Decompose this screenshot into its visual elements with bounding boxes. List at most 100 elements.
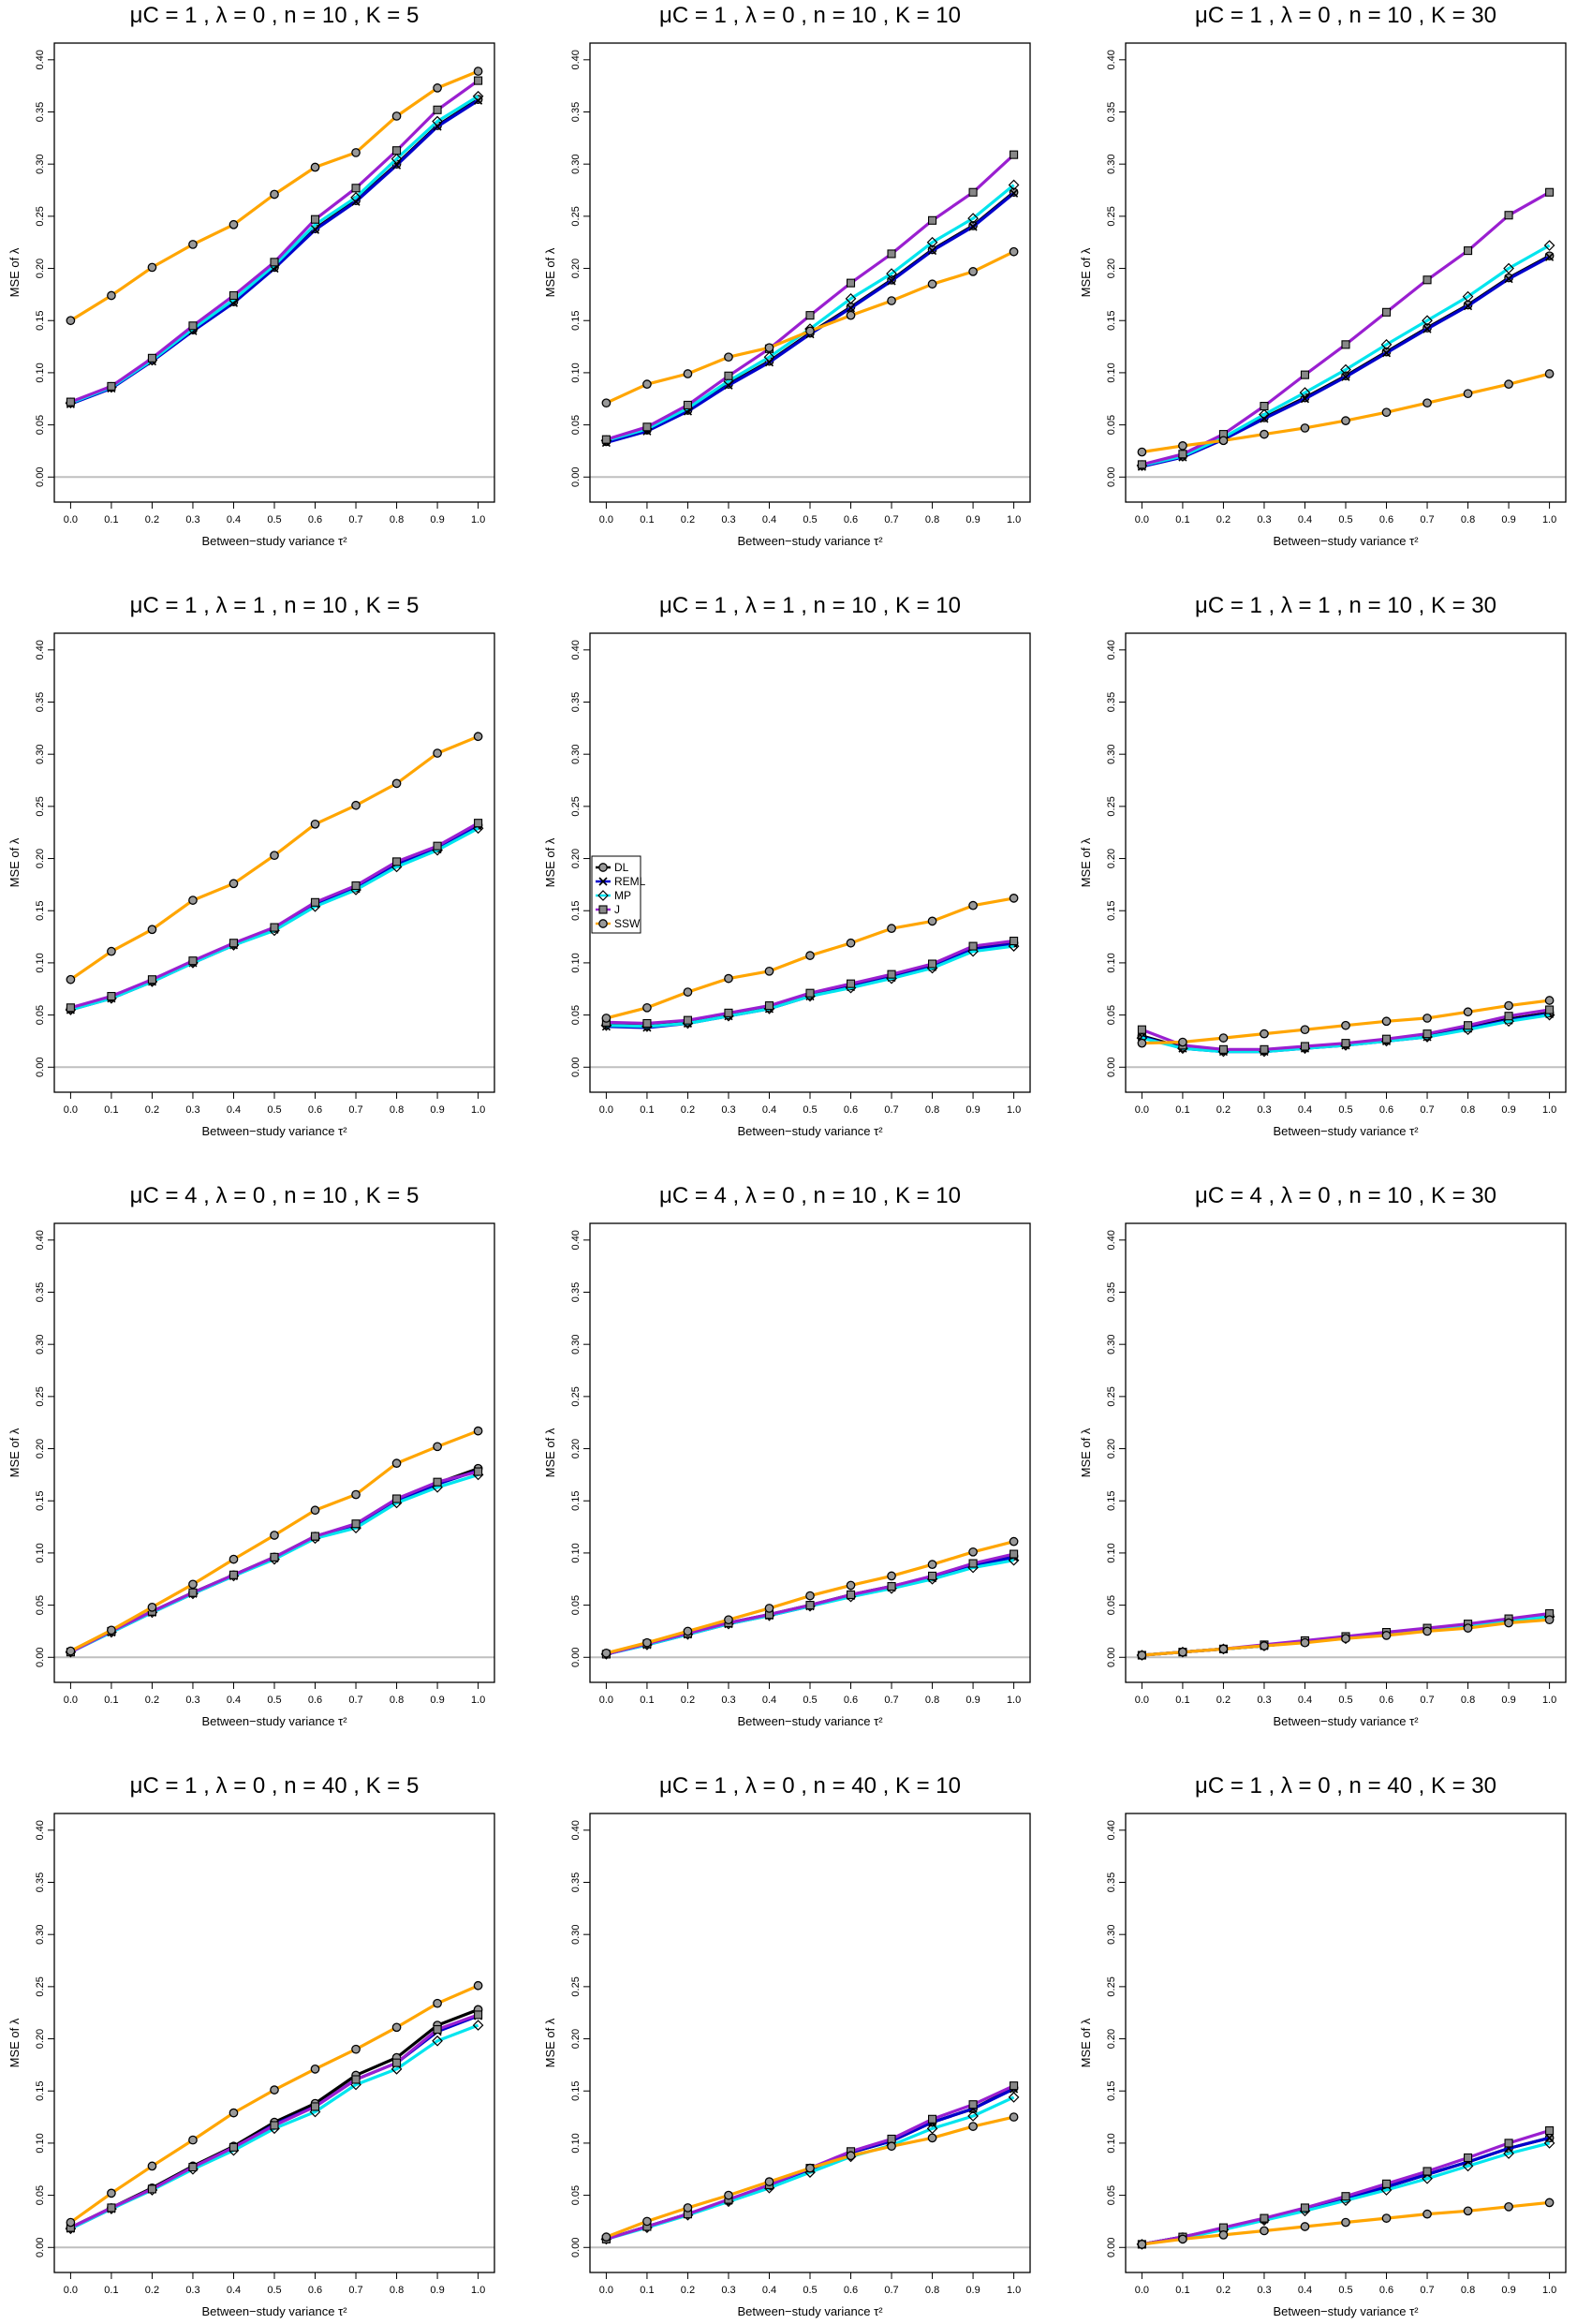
data-point bbox=[1341, 416, 1350, 425]
y-tick-label: 0.35 bbox=[1106, 102, 1117, 122]
series-dl bbox=[66, 821, 483, 1014]
data-point bbox=[351, 881, 361, 891]
data-point bbox=[147, 2161, 157, 2171]
y-tick-label: 0.10 bbox=[570, 953, 582, 972]
y-tick-label: 0.30 bbox=[1106, 154, 1117, 173]
data-point bbox=[147, 975, 156, 984]
data-point bbox=[1300, 394, 1310, 404]
x-axis-label: Between−study variance τ² bbox=[1273, 1714, 1419, 1728]
series-line-j bbox=[69, 79, 479, 404]
x-tick-label: 1.0 bbox=[1542, 1695, 1556, 1706]
x-tick-label: 0.2 bbox=[1216, 1104, 1231, 1116]
data-point bbox=[805, 988, 815, 998]
x-tick-label: 0.6 bbox=[844, 1695, 858, 1706]
data-point bbox=[887, 2134, 896, 2144]
data-point bbox=[683, 1626, 693, 1636]
plot-frame bbox=[1125, 1813, 1567, 2273]
data-point bbox=[472, 90, 484, 102]
y-tick-label: 0.30 bbox=[35, 1924, 46, 1944]
data-point bbox=[1010, 150, 1019, 159]
data-point bbox=[1178, 2234, 1187, 2244]
data-point bbox=[188, 896, 198, 905]
x-tick-label: 0.6 bbox=[844, 2285, 858, 2296]
x-tick-label: 0.3 bbox=[185, 2285, 199, 2296]
data-point bbox=[1010, 1549, 1019, 1559]
y-tick-label: 0.10 bbox=[1106, 2133, 1117, 2153]
x-axis-label: Between−study variance τ² bbox=[201, 1124, 347, 1138]
data-point bbox=[1422, 398, 1432, 408]
y-tick-label: 0.25 bbox=[1106, 1386, 1117, 1406]
y-tick-label: 0.10 bbox=[570, 1543, 582, 1562]
chart-panel-1: μC = 1 , λ = 0 , n = 10 , K = 5 0.00 0.05 0… bbox=[7, 3, 495, 548]
y-tick-label: 0.15 bbox=[35, 311, 46, 331]
chart-panel-10: μC = 1 , λ = 0 , n = 40 , K = 5 0.00 0.05 0… bbox=[7, 1773, 495, 2318]
x-tick-label: 0.0 bbox=[64, 1695, 78, 1706]
y-tick-label: 0.05 bbox=[570, 2185, 582, 2205]
y-tick-label: 0.10 bbox=[570, 363, 582, 382]
y-tick-label: 0.15 bbox=[570, 2081, 582, 2101]
data-point bbox=[1464, 246, 1473, 256]
data-point bbox=[1260, 1044, 1269, 1054]
y-tick-label: 0.15 bbox=[570, 1491, 582, 1511]
y-tick-label: 0.25 bbox=[35, 796, 46, 816]
data-point bbox=[188, 2135, 198, 2145]
series-dl bbox=[66, 2005, 483, 2232]
data-point bbox=[1381, 407, 1392, 418]
x-tick-label: 0.7 bbox=[1420, 2285, 1434, 2296]
y-tick-label: 0.15 bbox=[1106, 2081, 1117, 2101]
y-tick-label: 0.20 bbox=[35, 849, 46, 868]
data-point bbox=[1299, 387, 1311, 398]
y-tick-label: 0.40 bbox=[570, 1820, 582, 1840]
x-tick-label: 0.1 bbox=[640, 514, 654, 525]
data-point bbox=[1010, 188, 1019, 198]
data-point bbox=[1178, 1037, 1187, 1047]
y-tick-label: 0.25 bbox=[1106, 206, 1117, 226]
data-point bbox=[968, 267, 978, 276]
series-dl bbox=[1137, 251, 1555, 470]
y-tick-label: 0.20 bbox=[570, 1439, 582, 1458]
data-point bbox=[1008, 179, 1020, 191]
data-point bbox=[805, 311, 815, 320]
data-point bbox=[927, 2133, 937, 2143]
x-tick-label: 0.0 bbox=[599, 1104, 613, 1116]
data-point bbox=[724, 2190, 733, 2200]
y-axis-label: MSE of λ bbox=[1079, 2018, 1093, 2067]
y-tick-label: 0.40 bbox=[1106, 50, 1117, 69]
data-point bbox=[350, 191, 361, 203]
y-tick-label: 0.05 bbox=[1106, 2185, 1117, 2205]
y-tick-label: 0.35 bbox=[35, 692, 46, 712]
data-point bbox=[1009, 1536, 1019, 1547]
panel-title: μC = 1 , λ = 0 , n = 40 , K = 5 bbox=[130, 1773, 420, 1799]
series-ssw bbox=[601, 1536, 1019, 1658]
y-axis-label: MSE of λ bbox=[1079, 247, 1093, 297]
y-tick-label: 0.20 bbox=[1106, 849, 1117, 868]
y-tick-label: 0.30 bbox=[570, 154, 582, 173]
data-point bbox=[1218, 2230, 1229, 2240]
data-point bbox=[391, 778, 402, 789]
data-point bbox=[724, 973, 733, 984]
panel-title: μC = 1 , λ = 1 , n = 10 , K = 10 bbox=[659, 593, 961, 618]
x-tick-label: 0.0 bbox=[599, 514, 613, 525]
series-mp bbox=[65, 1469, 484, 1658]
series-j bbox=[1137, 187, 1555, 469]
y-tick-label: 0.30 bbox=[1106, 1924, 1117, 1944]
y-tick-label: 0.05 bbox=[1106, 1005, 1117, 1025]
series-line-ssw bbox=[69, 1984, 479, 2224]
data-point bbox=[310, 2064, 320, 2074]
data-point bbox=[310, 162, 320, 172]
data-point bbox=[846, 278, 856, 288]
x-tick-label: 0.5 bbox=[1338, 1104, 1352, 1116]
data-point bbox=[683, 400, 692, 409]
y-tick-label: 0.05 bbox=[570, 415, 582, 435]
data-point bbox=[887, 2141, 896, 2152]
data-point bbox=[968, 900, 978, 910]
data-point bbox=[270, 258, 279, 267]
x-tick-label: 0.4 bbox=[227, 1695, 241, 1706]
data-point bbox=[351, 2044, 361, 2054]
y-tick-label: 0.00 bbox=[1106, 1648, 1117, 1667]
data-point bbox=[1341, 2192, 1350, 2201]
x-tick-label: 0.3 bbox=[1257, 1695, 1271, 1706]
x-tick-label: 0.2 bbox=[1216, 1695, 1231, 1706]
x-tick-label: 0.6 bbox=[1379, 2285, 1393, 2296]
